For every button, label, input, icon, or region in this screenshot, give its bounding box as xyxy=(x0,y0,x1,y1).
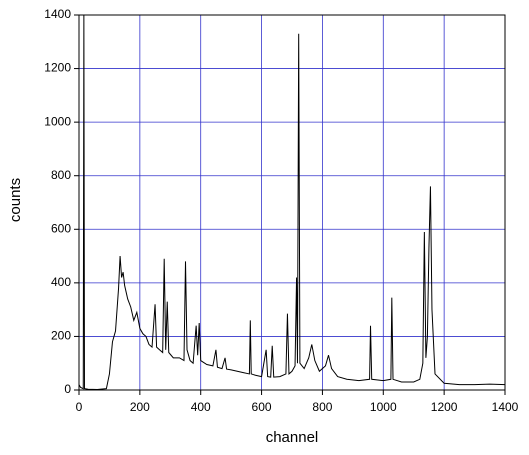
y-tick-label: 1000 xyxy=(44,114,71,128)
y-tick-label: 0 xyxy=(64,382,71,396)
data-line xyxy=(78,14,506,390)
y-axis-label: counts xyxy=(7,178,24,222)
y-tick-label: 1200 xyxy=(44,61,71,75)
x-axis-label: channel xyxy=(266,429,319,446)
y-tick-label: 400 xyxy=(51,275,71,289)
x-tick-label: 600 xyxy=(252,400,272,414)
x-tick-label: 0 xyxy=(76,400,83,414)
x-tick-label: 1400 xyxy=(492,400,519,414)
x-tick-label: 1000 xyxy=(370,400,397,414)
y-tick-label: 600 xyxy=(51,221,71,235)
x-tick-label: 200 xyxy=(130,400,150,414)
x-tick-label: 1200 xyxy=(431,400,458,414)
plot-area xyxy=(79,15,505,390)
y-tick-label: 1400 xyxy=(44,7,71,21)
y-tick-label: 200 xyxy=(51,329,71,343)
y-tick-label: 800 xyxy=(51,168,71,182)
plot-frame xyxy=(78,14,506,391)
x-tick-label: 800 xyxy=(312,400,332,414)
x-tick-label: 400 xyxy=(191,400,211,414)
